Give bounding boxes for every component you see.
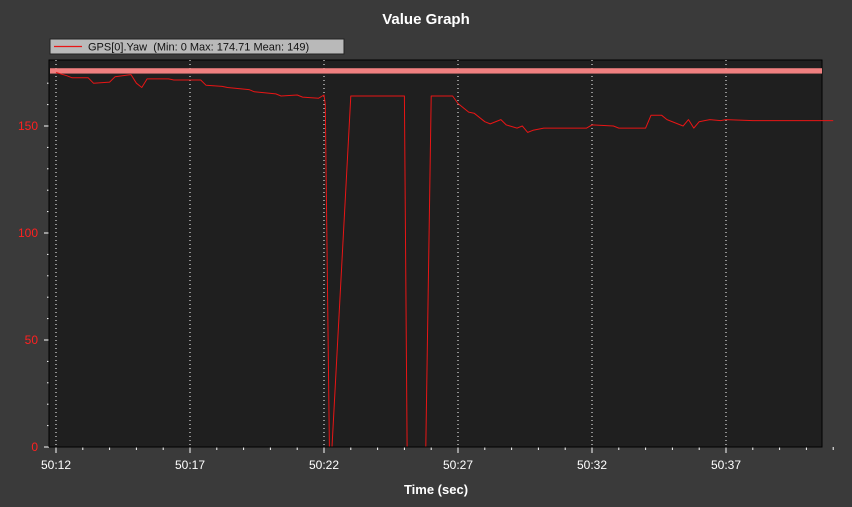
- x-tick-label: 50:22: [309, 458, 339, 472]
- x-axis-label: Time (sec): [404, 482, 468, 497]
- series-layer: [55, 72, 834, 448]
- plot-area: [48, 59, 823, 448]
- x-tick-label: 50:12: [41, 458, 71, 472]
- chart-title: Value Graph: [382, 11, 470, 28]
- x-tick-label: 50:27: [443, 458, 473, 472]
- max-value-band: [50, 68, 822, 74]
- legend-box: [49, 38, 345, 55]
- x-tick-label: 50:37: [711, 458, 741, 472]
- y-tick-label: 0: [31, 440, 38, 454]
- legend-entry-gps-yaw: GPS[0].Yaw (Min: 0 Max: 174.71 Mean: 149…: [88, 42, 309, 54]
- series-line-gps-yaw: [55, 72, 834, 448]
- x-tick-label: 50:17: [175, 458, 205, 472]
- x-tick-label: 50:32: [577, 458, 607, 472]
- max-band: [50, 68, 822, 74]
- axes: 50:12 50:17 50:22 50:27 50:32 50:37 0 50 100 150: [18, 60, 834, 472]
- y-tick-label: 100: [18, 226, 38, 240]
- y-tick-label: 50: [25, 333, 39, 347]
- y-tick-label: 150: [18, 119, 38, 133]
- legend[interactable]: GPS[0].Yaw (Min: 0 Max: 174.71 Mean: 149…: [49, 38, 345, 55]
